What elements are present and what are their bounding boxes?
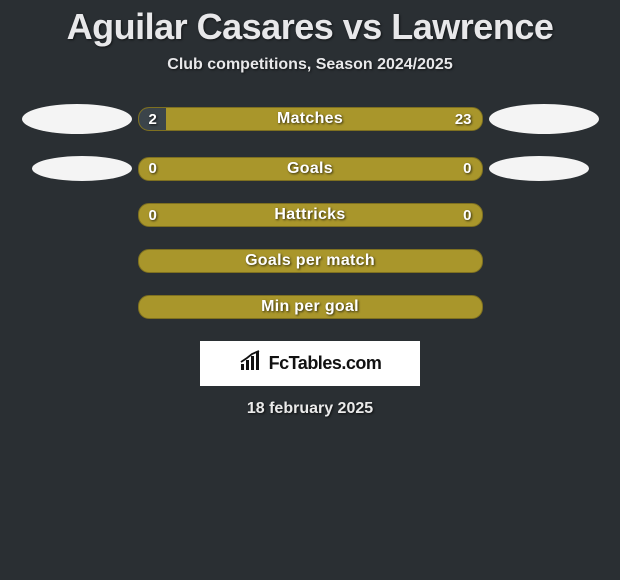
stat-label: Min per goal [139, 296, 482, 318]
stat-bar: 00Hattricks [138, 203, 483, 227]
logo-chart-icon [239, 350, 265, 377]
stat-bar: Goals per match [138, 249, 483, 273]
stat-label: Goals per match [139, 250, 482, 272]
stat-bar: Min per goal [138, 295, 483, 319]
stat-label: Hattricks [139, 204, 482, 226]
stat-row: 223Matches [0, 104, 620, 134]
logo-box: FcTables.com [200, 341, 420, 386]
stat-label: Matches [139, 108, 482, 130]
player-left-marker [32, 156, 132, 181]
stat-label: Goals [139, 158, 482, 180]
stat-bars: 223Matches 00Goals 00Hattricks Goals per ma… [0, 104, 620, 319]
page-title: Aguilar Casares vs Lawrence [0, 6, 620, 48]
player-right-marker [489, 104, 599, 134]
page-subtitle: Club competitions, Season 2024/2025 [0, 56, 620, 74]
stat-row: 00Goals [0, 156, 620, 181]
stat-bar: 00Goals [138, 157, 483, 181]
stat-row: 00Hattricks [0, 203, 620, 227]
stat-row: Goals per match [0, 249, 620, 273]
footer-date: 18 february 2025 [0, 400, 620, 418]
infographic-root: Aguilar Casares vs Lawrence Club competi… [0, 0, 620, 418]
logo-text: FcTables.com [269, 353, 382, 374]
player-right-marker [489, 156, 589, 181]
stat-bar: 223Matches [138, 107, 483, 131]
player-left-marker [22, 104, 132, 134]
stat-row: Min per goal [0, 295, 620, 319]
